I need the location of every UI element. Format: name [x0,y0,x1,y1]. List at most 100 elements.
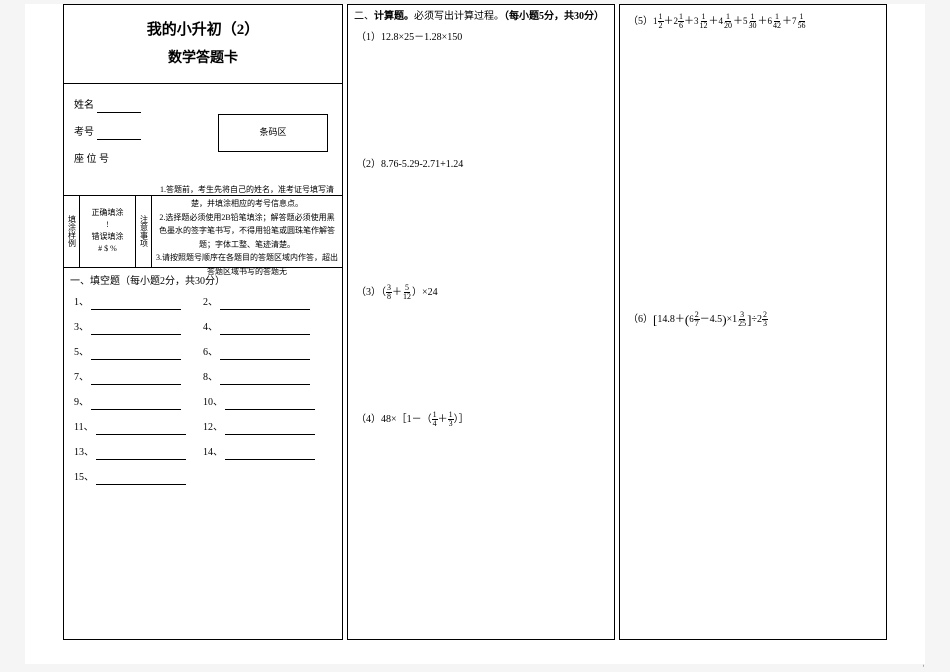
student-info-box: 姓名 考号 座 位 号 条码区 [64,84,342,196]
p5-term: 5130 [743,13,758,30]
fill-blank-line[interactable] [220,300,310,310]
p6-f: ÷2 [752,314,763,325]
notes-box: 填涂样例 正确填涂 ! 错误填涂 # $ % 注意事项 1.答题前，考生先将自己… [64,196,342,268]
fill-blank-item: 13、 [74,445,203,460]
plus-sign: ＋ [782,16,792,27]
fill-blank-item: 2、 [203,295,332,310]
work-area-1[interactable] [348,47,614,155]
fill-blank-item: 8、 [203,370,332,385]
plus-sign: ＋ [709,16,719,27]
problem-5: （5）112＋216＋3112＋4120＋5130＋6142＋7156 [620,11,886,32]
p3-pre: （3）（ [356,287,386,298]
fill-blank-line[interactable] [96,425,186,435]
fill-blank-item: 9、 [74,395,203,410]
fill-blank-num: 6、 [203,345,218,360]
p5-term: 3112 [694,13,709,30]
fill-blank-line[interactable] [220,325,310,335]
fill-blank-line[interactable] [91,300,181,310]
fill-blank-item: 15、 [74,470,203,485]
title-line1: 我的小升初（2） [64,19,342,42]
work-area-6[interactable] [620,332,886,640]
fill-blank-item: 4、 [203,320,332,335]
column-2: 二、计算题。必须写出计算过程。（每小题5分，共30分） （1）12.8×25－1… [347,4,615,640]
notes-mid-vert: 注意事项 [136,196,152,267]
notes-text: 1.答题前，考生先将自己的姓名，准考证号填写清楚，并填涂相应的考号信息点。 2.… [152,196,342,267]
section1-title: 一、填空题（每小题2分，共30分） [64,268,342,291]
fill-blank-line[interactable] [91,325,181,335]
title-line2: 数学答题卡 [64,48,342,69]
fill-blank-item: 6、 [203,345,332,360]
p5-term: 216 [674,13,685,30]
fill-blank-num: 4、 [203,320,218,335]
fill-blank-line[interactable] [225,400,315,410]
plus-sign: ＋ [684,16,694,27]
fill-example: 正确填涂 ! 错误填涂 # $ % [80,196,136,267]
p5-term: 4120 [719,13,734,30]
fill-blank-item: 7、 [74,370,203,385]
fill-blanks-grid: 1、2、3、4、5、6、7、8、9、10、11、12、13、14、15、 [64,291,342,499]
fill-blank-line[interactable] [91,350,181,360]
problem-1: （1）12.8×25－1.28×150 [348,28,614,47]
fill-blank-item: 12、 [203,420,332,435]
fill-blank-num: 1、 [74,295,89,310]
fill-blank-line[interactable] [96,475,186,485]
p6-a: 14.8＋ [657,314,685,325]
fill-blank-item: 5、 [74,345,203,360]
fill-blank-num: 7、 [74,370,89,385]
work-area-4[interactable] [348,430,614,639]
fill-blank-num: 12、 [203,420,223,435]
p5-pre: （5） [628,16,653,27]
fill-blank-line[interactable] [96,450,186,460]
examno-field[interactable] [97,130,141,140]
fill-blank-num: 5、 [74,345,89,360]
p4-pre: （4）48×［1－（ [356,414,432,425]
p5-term: 6142 [768,13,783,30]
p6-d: ×1 [727,314,738,325]
fill-blank-item: 14、 [203,445,332,460]
barcode-label: 条码区 [259,126,286,140]
p6-c: －4.5 [700,314,723,325]
seat-label: 座 位 号 [74,154,109,165]
p4-mid: ＋ [438,414,448,425]
fill-blank-line[interactable] [220,375,310,385]
fill-blank-num: 2、 [203,295,218,310]
fill-blank-line[interactable] [225,450,315,460]
barcode-area: 条码区 [218,114,328,152]
problem-2: （2）8.76-5.29-2.71+1.24 [348,155,614,174]
fill-blank-line[interactable] [220,350,310,360]
name-field[interactable] [97,103,141,113]
p6-frac-g: 23 [762,311,768,328]
work-area-3[interactable] [348,303,614,409]
fill-blank-item: 3、 [74,320,203,335]
answer-sheet: 我的小升初（2） 数学答题卡 姓名 考号 座 位 号 条码区 [25,4,925,664]
seat-row: 座 位 号 [74,152,332,167]
column-1: 我的小升初（2） 数学答题卡 姓名 考号 座 位 号 条码区 [63,4,343,640]
title-box: 我的小升初（2） 数学答题卡 [64,5,342,84]
work-area-5[interactable] [620,32,886,308]
fill-blank-num: 14、 [203,445,223,460]
examno-label: 考号 [74,127,94,138]
columns-wrapper: 我的小升初（2） 数学答题卡 姓名 考号 座 位 号 条码区 [25,4,925,640]
p6-pre: （6） [628,314,653,325]
problem-4: （4）48×［1－（14＋13）］ [348,409,614,430]
fill-wrong-label: 错误填涂 [92,231,124,243]
fill-blank-line[interactable] [225,425,315,435]
problem-6: （6）[14.8＋(627－4.5)×1325]÷223 [620,308,886,332]
fill-blank-item: 1、 [74,295,203,310]
work-area-2[interactable] [348,174,614,282]
column-3: （5）112＋216＋3112＋4120＋5130＋6142＋7156 （6）[… [619,4,887,640]
p6-frac-e: 325 [737,311,747,328]
p5-term: 112 [653,13,664,30]
fill-blank-num: 3、 [74,320,89,335]
p6-mixed-b: 627 [689,311,700,328]
note-2: 2.选择题必须使用2B铅笔填涂；解答题必须使用黑色墨水的签字笔书写，不得用铅笔或… [156,211,338,252]
fill-correct-mark: ! [106,219,109,231]
plus-sign: ＋ [664,16,674,27]
problem-3: （3）（38＋512）×24 [348,282,614,303]
name-label: 姓名 [74,100,94,111]
fill-blank-line[interactable] [91,375,181,385]
fill-blank-line[interactable] [91,400,181,410]
fill-wrong-mark: # $ % [98,243,117,255]
name-row: 姓名 [74,98,332,113]
fill-blank-num: 9、 [74,395,89,410]
